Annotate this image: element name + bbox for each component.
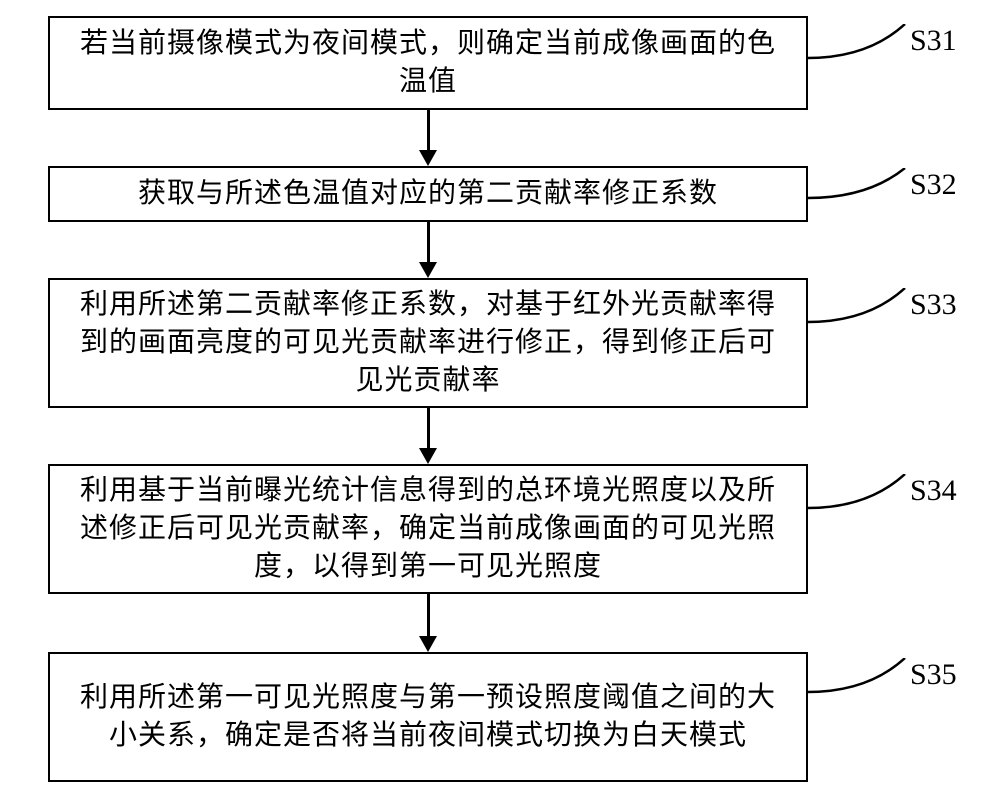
step-box-s32: 获取与所述色温值对应的第二贡献率修正系数	[48, 166, 808, 222]
step-text-s32: 获取与所述色温值对应的第二贡献率修正系数	[138, 175, 718, 213]
step-box-s33: 利用所述第二贡献率修正系数，对基于红外光贡献率得到的画面亮度的可见光贡献率进行修…	[48, 278, 808, 408]
connector-s33	[808, 288, 908, 328]
step-box-s34: 利用基于当前曝光统计信息得到的总环境光照度以及所述修正后可见光贡献率，确定当前成…	[48, 464, 808, 594]
arrow-2-head	[419, 262, 437, 278]
step-box-s31: 若当前摄像模式为夜间模式，则确定当前成像画面的色温值	[48, 16, 808, 110]
step-text-s31: 若当前摄像模式为夜间模式，则确定当前成像画面的色温值	[72, 25, 784, 101]
connector-s32	[808, 168, 908, 204]
connector-s35	[808, 658, 908, 698]
step-text-s35: 利用所述第一可见光照度与第一预设照度阈值之间的大小关系，确定是否将当前夜间模式切…	[72, 679, 784, 755]
step-label-s31: S31	[910, 24, 957, 58]
arrow-2	[427, 222, 430, 262]
step-text-s34: 利用基于当前曝光统计信息得到的总环境光照度以及所述修正后可见光贡献率，确定当前成…	[72, 472, 784, 585]
step-box-s35: 利用所述第一可见光照度与第一预设照度阈值之间的大小关系，确定是否将当前夜间模式切…	[48, 652, 808, 782]
step-text-s33: 利用所述第二贡献率修正系数，对基于红外光贡献率得到的画面亮度的可见光贡献率进行修…	[72, 286, 784, 399]
arrow-3	[427, 408, 430, 448]
arrow-4	[427, 594, 430, 636]
step-label-s32: S32	[910, 168, 957, 202]
connector-s31	[808, 24, 908, 64]
step-label-s33: S33	[910, 288, 957, 322]
connector-s34	[808, 474, 908, 514]
flowchart-canvas: 若当前摄像模式为夜间模式，则确定当前成像画面的色温值 获取与所述色温值对应的第二…	[0, 0, 1000, 806]
step-label-s34: S34	[910, 474, 957, 508]
arrow-1-head	[419, 150, 437, 166]
arrow-1	[427, 110, 430, 150]
arrow-3-head	[419, 448, 437, 464]
step-label-s35: S35	[910, 658, 957, 692]
arrow-4-head	[419, 636, 437, 652]
